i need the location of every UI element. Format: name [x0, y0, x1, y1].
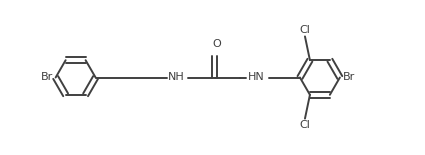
Text: O: O [212, 39, 221, 49]
Text: Br: Br [40, 73, 53, 82]
Text: NH: NH [168, 73, 185, 82]
Text: Cl: Cl [300, 120, 310, 130]
Text: Cl: Cl [300, 25, 310, 35]
Text: HN: HN [248, 73, 265, 82]
Text: Br: Br [343, 73, 355, 82]
